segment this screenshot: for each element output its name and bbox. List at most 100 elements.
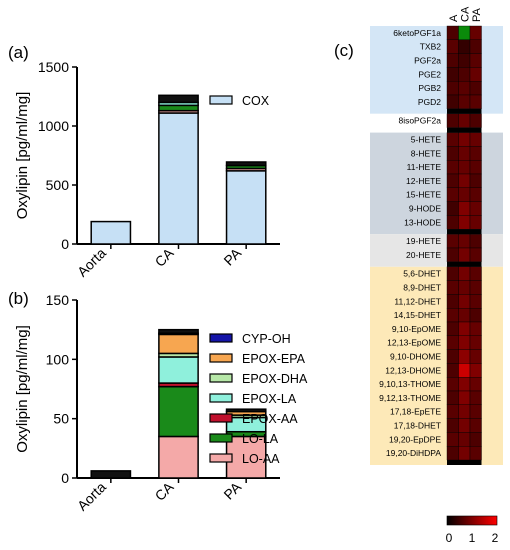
legend-swatch bbox=[209, 373, 233, 383]
heatmap-cell bbox=[469, 25, 482, 41]
heatmap-cell bbox=[458, 418, 471, 433]
y-tick-label: 100 bbox=[46, 351, 70, 367]
heatmap-cell bbox=[446, 80, 459, 96]
heatmap-cell bbox=[446, 25, 459, 41]
x-tick-label: CA bbox=[152, 244, 178, 270]
heatmap-cell bbox=[469, 67, 482, 82]
heatmap-cell bbox=[458, 432, 471, 447]
bar-segment bbox=[90, 470, 132, 479]
chart-b: 0 50 100 150 Oxylipin [pg/ml/mg] Aorta CA PA CYP… bbox=[14, 292, 308, 514]
panel-label-b: (b) bbox=[8, 289, 29, 308]
heatmap-cell bbox=[469, 132, 482, 147]
heatmap-row-label: 12-HETE bbox=[406, 176, 441, 186]
heatmap-row-label: 19,20-DiHDPA bbox=[386, 448, 441, 458]
heatmap-cell bbox=[469, 363, 482, 378]
y-tick-label: 50 bbox=[53, 411, 69, 427]
heatmap-cell bbox=[446, 418, 459, 433]
heatmap-cell bbox=[458, 67, 471, 82]
heatmap-cell bbox=[458, 363, 471, 378]
legend-swatch bbox=[209, 333, 233, 343]
x-tick-label: CA bbox=[152, 478, 178, 504]
heatmap-cell bbox=[458, 146, 471, 161]
heatmap-cell bbox=[469, 432, 482, 447]
bar-segment bbox=[158, 435, 199, 479]
heatmap-cell bbox=[458, 80, 471, 96]
heatmap-cell bbox=[469, 446, 482, 461]
heatmap-cell bbox=[469, 187, 482, 202]
heatmap-cell bbox=[469, 266, 482, 281]
y-tick-label: 150 bbox=[46, 292, 70, 308]
bar-segment bbox=[90, 220, 132, 245]
colorbar bbox=[446, 515, 498, 526]
heatmap-row-label: 6ketoPGF1a bbox=[393, 28, 441, 38]
chart-a: 0 500 1000 1500 Oxylipin [pg/ml/mg] Aorta CA PA… bbox=[14, 59, 280, 280]
heatmap-cell bbox=[469, 146, 482, 161]
heatmap-cell bbox=[446, 377, 459, 392]
heatmap-cell bbox=[469, 80, 482, 96]
heatmap-cell bbox=[458, 132, 471, 147]
heatmap-row-label: 8-HETE bbox=[411, 148, 442, 158]
heatmap-cell bbox=[446, 132, 459, 147]
heatmap-cell bbox=[458, 349, 471, 364]
heatmap-cell bbox=[469, 335, 482, 350]
colorbar-tick-label: 1 bbox=[469, 531, 476, 545]
heatmap-cell bbox=[458, 247, 471, 263]
legend-swatch bbox=[209, 393, 233, 403]
heatmap-row-label: 5-HETE bbox=[411, 135, 442, 145]
legend-swatch bbox=[209, 95, 233, 105]
x-tick-label: Aorta bbox=[74, 245, 109, 280]
heatmap-row-label: 12,13-EpOME bbox=[387, 338, 441, 348]
bar-segment bbox=[225, 161, 267, 167]
heatmap-row-label: 13-HODE bbox=[404, 217, 441, 227]
heatmap-cell bbox=[458, 335, 471, 350]
heatmap-row-label: 15-HETE bbox=[406, 190, 441, 200]
heatmap-spacer bbox=[447, 108, 482, 114]
heatmap-cell bbox=[458, 159, 471, 175]
heatmap-cell bbox=[469, 215, 482, 230]
y-tick-label: 0 bbox=[61, 470, 69, 486]
y-tick-label: 0 bbox=[61, 236, 69, 252]
legend-label: EPOX-AA bbox=[242, 412, 298, 426]
heatmap-cell bbox=[458, 280, 471, 295]
heatmap-cell bbox=[469, 377, 482, 392]
heatmap-row-label: 9,10-DHOME bbox=[390, 352, 441, 362]
heatmap-cell bbox=[458, 25, 471, 41]
legend-label: LO-AA bbox=[242, 452, 280, 466]
heatmap-column-label: A bbox=[448, 14, 460, 22]
heatmap-cell bbox=[458, 404, 471, 419]
heatmap-cell bbox=[446, 390, 459, 406]
heatmap-cell bbox=[446, 294, 459, 309]
heatmap-row-label: PGE2 bbox=[418, 69, 441, 79]
heatmap-cell bbox=[446, 173, 459, 189]
heatmap-cell bbox=[469, 233, 482, 249]
heatmap-column-label: PA bbox=[471, 7, 483, 22]
heatmap-cell bbox=[469, 418, 482, 433]
heatmap-cell bbox=[469, 390, 482, 406]
heatmap-row-label: PGD2 bbox=[418, 97, 441, 107]
heatmap-cell bbox=[469, 280, 482, 295]
x-tick-label: PA bbox=[221, 244, 245, 268]
heatmap-row-label: 9,10-EpOME bbox=[392, 324, 441, 334]
legend-label: EPOX-DHA bbox=[242, 372, 308, 386]
heatmap-row-label: 9,12,13-THOME bbox=[379, 393, 441, 403]
panel-label-a: (a) bbox=[8, 43, 29, 62]
heatmap-cell bbox=[446, 280, 459, 295]
heatmap-cell bbox=[446, 404, 459, 419]
heatmap-cell bbox=[446, 201, 459, 216]
heatmap-cell bbox=[469, 308, 482, 323]
heatmap-cell bbox=[469, 159, 482, 175]
panel-label-c: (c) bbox=[334, 41, 354, 60]
heatmap-row-label: 20-HETE bbox=[406, 250, 441, 260]
heatmap-cell bbox=[469, 321, 482, 337]
heatmap-cell bbox=[458, 294, 471, 309]
heatmap-cell bbox=[469, 201, 482, 216]
heatmap-cell bbox=[458, 94, 471, 110]
bar-segment bbox=[225, 435, 267, 479]
heatmap-cell bbox=[458, 321, 471, 337]
bar-segment bbox=[158, 104, 199, 112]
heatmap-row-label: 17,18-DHET bbox=[394, 421, 441, 431]
legend-label: COX bbox=[242, 94, 270, 108]
colorbar-tick-label: 0 bbox=[446, 531, 453, 545]
heatmap-row-label: PGB2 bbox=[418, 83, 441, 93]
